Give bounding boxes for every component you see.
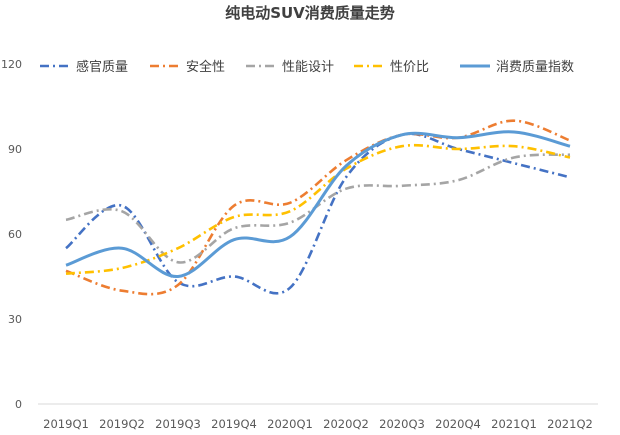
series-line-4: [65, 130, 571, 279]
x-tick-label: 2020Q2: [323, 417, 369, 431]
legend-item-3: 性价比: [354, 60, 429, 75]
x-tick-label: 2019Q3: [155, 417, 201, 431]
legend: 感官质量 安全性 性能设计 性价比 消费质量指数: [40, 59, 574, 75]
legend-label: 消费质量指数: [496, 60, 574, 75]
chart-title: 纯电动SUV消费质量走势: [225, 4, 395, 22]
legend-label: 性能设计: [282, 60, 334, 75]
x-tick-label: 2019Q4: [211, 417, 257, 431]
x-tick-label: 2020Q3: [379, 417, 425, 431]
y-tick-label: 60: [8, 228, 22, 241]
x-tick-label: 2019Q1: [43, 417, 89, 431]
legend-label: 性价比: [390, 60, 429, 75]
legend-item-2: 性能设计: [246, 60, 334, 75]
y-tick-label: 120: [1, 58, 22, 71]
legend-label: 感官质量: [76, 59, 128, 75]
x-tick-label: 2021Q1: [491, 417, 537, 431]
y-tick-label: 30: [8, 313, 22, 326]
y-tick-label: 90: [8, 143, 22, 156]
legend-item-1: 安全性: [150, 59, 225, 75]
x-axis: 2019Q1 2019Q2 2019Q3 2019Q4 2020Q1 2020Q2 2020…: [38, 403, 598, 431]
x-tick-label: 2020Q1: [267, 417, 313, 431]
x-tick-label: 2019Q2: [99, 417, 145, 431]
x-tick-label: 2020Q4: [435, 417, 481, 431]
y-tick-label: 0: [15, 398, 22, 411]
legend-item-4: 消费质量指数: [460, 60, 574, 75]
legend-item-0: 感官质量: [40, 59, 128, 75]
series-line-1: [65, 119, 571, 296]
series-line-0: [65, 132, 571, 295]
legend-label: 安全性: [186, 59, 225, 75]
y-axis: 0 30 60 90 120: [1, 58, 22, 411]
series-line-2: [65, 153, 571, 264]
series-line-3: [65, 143, 571, 275]
x-tick-label: 2021Q2: [547, 417, 593, 431]
series-layer: [65, 119, 571, 296]
